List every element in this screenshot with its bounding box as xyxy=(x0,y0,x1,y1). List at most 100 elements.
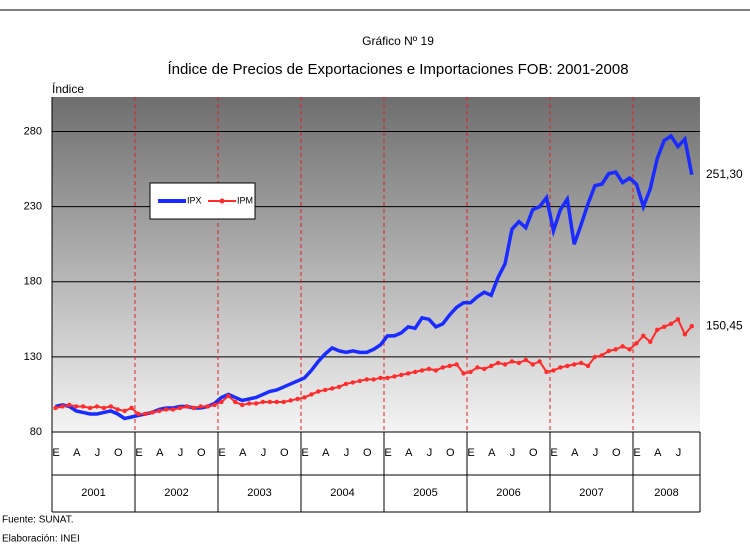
x-tick-label: A xyxy=(571,447,579,459)
series-point xyxy=(634,341,639,346)
series-point xyxy=(219,399,224,405)
series-point xyxy=(613,347,618,352)
series-point xyxy=(281,399,286,405)
year-label: 2002 xyxy=(164,487,188,499)
series-point xyxy=(80,404,86,409)
year-label: 2008 xyxy=(654,487,678,499)
series-point xyxy=(523,357,528,363)
year-label: 2004 xyxy=(330,487,354,499)
y-tick-label: 280 xyxy=(24,125,42,137)
series-point xyxy=(74,404,79,409)
end-label: 251,30 xyxy=(706,167,743,181)
x-tick-label: E xyxy=(550,447,557,459)
series-point xyxy=(267,399,273,405)
series-point xyxy=(565,363,570,369)
series-point xyxy=(399,372,404,378)
x-tick-label: A xyxy=(405,447,413,459)
series-point xyxy=(260,399,266,405)
x-tick-label: O xyxy=(197,447,206,459)
x-tick-label: E xyxy=(467,447,474,459)
series-point xyxy=(143,411,148,417)
series-point xyxy=(371,377,376,382)
series-point xyxy=(599,353,605,358)
series-point xyxy=(454,362,459,367)
series-point xyxy=(343,381,349,387)
x-tick-label: A xyxy=(322,447,330,459)
series-point xyxy=(675,317,681,322)
x-tick-label: E xyxy=(301,447,308,459)
series-point xyxy=(288,398,293,403)
series-point xyxy=(212,402,217,408)
series-point xyxy=(316,389,321,394)
series-point xyxy=(191,405,196,411)
year-label: 2005 xyxy=(413,487,437,499)
x-tick-label: E xyxy=(218,447,225,459)
series-point xyxy=(495,360,501,366)
x-tick-label: J xyxy=(261,447,267,459)
x-tick-label: O xyxy=(363,447,372,459)
series-point xyxy=(461,371,466,376)
series-point xyxy=(440,365,445,370)
series-line xyxy=(55,133,694,421)
legend-label: IPX xyxy=(187,195,202,205)
series-point xyxy=(170,407,176,412)
series-point xyxy=(668,321,674,327)
y-tick-label: 80 xyxy=(30,426,42,438)
series-point xyxy=(537,359,542,364)
series-point xyxy=(433,368,439,373)
x-tick-label: A xyxy=(239,447,247,459)
legend-marker xyxy=(219,198,225,204)
series-point xyxy=(606,348,611,354)
series-point xyxy=(689,323,694,329)
series-point xyxy=(240,402,245,408)
footer: Fuente: SUNAT. xyxy=(2,515,74,526)
series-point xyxy=(572,362,577,367)
series-point xyxy=(233,399,238,405)
series-point xyxy=(551,368,556,373)
year-label: 2001 xyxy=(81,487,105,499)
year-label: 2003 xyxy=(247,487,271,499)
series-point xyxy=(94,404,100,409)
series-point xyxy=(226,393,231,399)
series-point xyxy=(412,369,418,375)
series-point xyxy=(150,410,155,415)
series-point xyxy=(392,374,397,379)
legend-label: IPM xyxy=(237,195,253,205)
series-point xyxy=(544,369,549,375)
x-tick-label: J xyxy=(510,447,516,459)
x-tick-label: J xyxy=(95,447,101,459)
series-point xyxy=(309,392,314,397)
series-point xyxy=(67,402,72,408)
x-tick-label: O xyxy=(529,447,538,459)
x-tick-label: A xyxy=(488,447,496,459)
series-point xyxy=(648,339,653,345)
series-point xyxy=(558,365,563,370)
y-tick-label: 180 xyxy=(24,276,42,288)
series-point xyxy=(302,395,307,400)
series-point xyxy=(205,404,210,409)
series-point xyxy=(447,363,452,369)
series-point xyxy=(87,405,93,411)
x-tick-label: J xyxy=(676,447,682,459)
series-point xyxy=(357,378,362,384)
series-point xyxy=(184,404,190,409)
x-tick-label: E xyxy=(135,447,142,459)
series-point xyxy=(177,405,183,411)
series-point xyxy=(655,327,660,333)
series-point xyxy=(122,408,127,414)
x-tick-label: O xyxy=(280,447,289,459)
series-point xyxy=(336,384,342,390)
series-point xyxy=(364,377,369,382)
chart-subtitle: Índice de Precios de Exportaciones e Imp… xyxy=(167,61,628,78)
x-tick-label: O xyxy=(114,447,123,459)
series-point xyxy=(60,404,65,409)
series-point xyxy=(129,405,134,411)
series-point xyxy=(627,347,632,352)
series-point xyxy=(578,360,584,366)
series-point xyxy=(426,366,432,372)
series-point xyxy=(108,404,113,409)
series-point xyxy=(592,354,598,360)
x-tick-label: J xyxy=(344,447,350,459)
x-tick-label: J xyxy=(178,447,184,459)
end-label: 150,45 xyxy=(706,318,743,332)
